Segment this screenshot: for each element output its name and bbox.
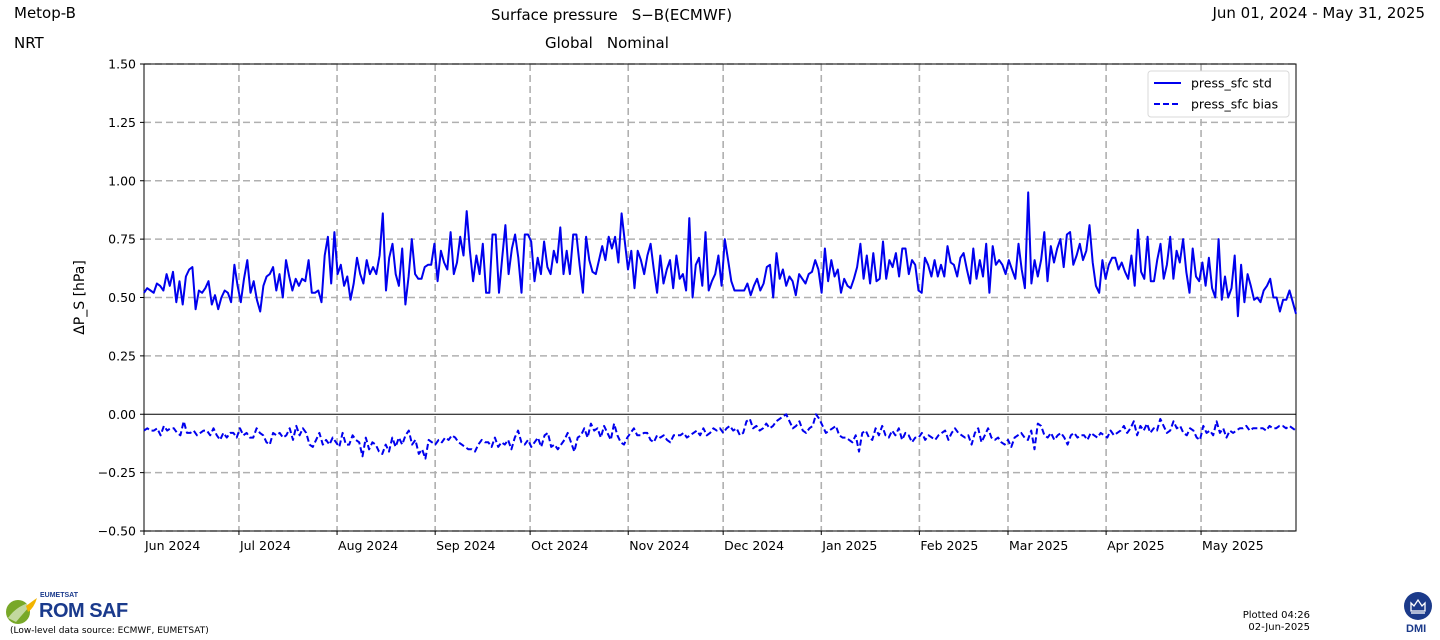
crown-emblem-icon xyxy=(1404,592,1432,620)
series-lines xyxy=(143,191,1297,460)
series-line-std xyxy=(143,191,1297,318)
region-label: Global xyxy=(545,34,593,52)
x-tick-label: May 2025 xyxy=(1202,538,1264,553)
date-range: Jun 01, 2024 - May 31, 2025 xyxy=(1212,4,1425,22)
plotted-time: Plotted 04:26 xyxy=(1242,610,1310,621)
chart-title: Surface pressure S−B(ECMWF) xyxy=(491,6,732,24)
leaf-icon xyxy=(6,598,37,624)
dmi-logo: DMI xyxy=(1402,590,1434,638)
legend-label: press_sfc std xyxy=(1191,76,1272,91)
x-tick-label: Jul 2024 xyxy=(239,538,291,553)
satellite-label: Metop-B xyxy=(14,4,76,22)
x-tick-label: Jan 2025 xyxy=(821,538,877,553)
x-tick-label: Oct 2024 xyxy=(531,538,588,553)
y-tick-label: 1.00 xyxy=(108,173,136,188)
quality-label: Nominal xyxy=(606,34,669,52)
axes: 1.50 1.25 1.00 0.75 0.50 0.25 0.00 −0.25 −0.50 Ju… xyxy=(72,57,1297,553)
y-tick-label: 0.75 xyxy=(108,232,136,247)
series-line-bias xyxy=(143,413,1297,460)
x-tick-label: Nov 2024 xyxy=(629,538,689,553)
x-tick-label: Mar 2025 xyxy=(1009,538,1068,553)
mode-label: NRT xyxy=(14,34,44,52)
legend-label: press_sfc bias xyxy=(1191,97,1278,112)
x-tick-label: Jun 2024 xyxy=(144,538,200,553)
legend: press_sfc std press_sfc bias xyxy=(1147,70,1290,118)
x-tick-label: Sep 2024 xyxy=(436,538,495,553)
x-tick-label: Feb 2025 xyxy=(920,538,978,553)
title-main: Surface pressure xyxy=(491,6,618,24)
chart-subtitle: Global Nominal xyxy=(545,34,669,52)
title-suffix: S−B(ECMWF) xyxy=(631,6,733,24)
y-tick-label: 0.25 xyxy=(108,348,136,363)
romsaf-logo: EUMETSAT ROM SAF xyxy=(4,592,144,628)
x-tick-label: Apr 2025 xyxy=(1107,538,1164,553)
eumetsat-text: EUMETSAT xyxy=(40,592,78,599)
source-note: (Low-level data source: ECMWF, EUMETSAT) xyxy=(10,626,209,636)
y-tick-label: 0.50 xyxy=(108,290,136,305)
y-tick-label: 1.25 xyxy=(108,115,136,130)
dmi-text: DMI xyxy=(1406,623,1427,635)
y-tick-label: −0.25 xyxy=(98,465,136,480)
grid-lines xyxy=(144,63,1296,532)
y-tick-label: 1.50 xyxy=(108,57,136,72)
x-tick-label: Aug 2024 xyxy=(338,538,398,553)
plot-frame xyxy=(143,63,1297,532)
plotted-date: 02-Jun-2025 xyxy=(1248,622,1310,633)
legend-box xyxy=(1147,70,1290,118)
y-tick-label: −0.50 xyxy=(98,524,136,539)
y-axis-label: ΔP_S [hPa] xyxy=(72,260,88,335)
romsaf-text: ROM SAF xyxy=(39,600,128,622)
x-tick-label: Dec 2024 xyxy=(724,538,784,553)
y-tick-label: 0.00 xyxy=(108,407,136,422)
